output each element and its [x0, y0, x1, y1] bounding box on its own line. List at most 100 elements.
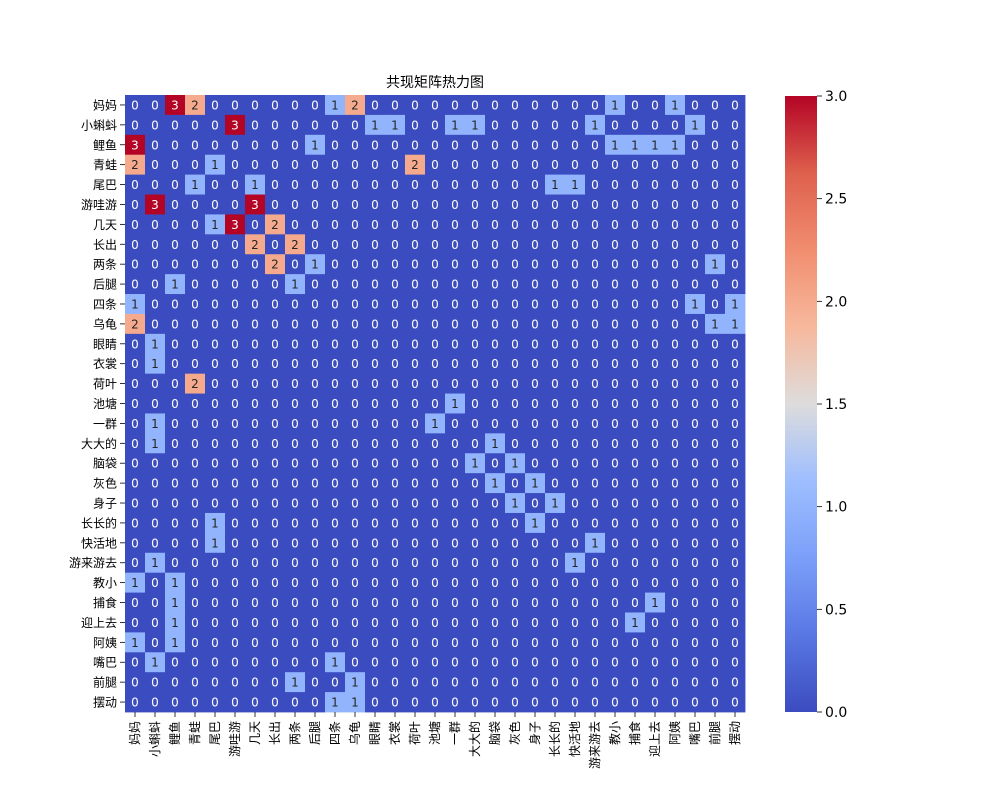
heatmap-cell — [445, 473, 466, 494]
cell-value-label: 0 — [591, 397, 599, 411]
cell-value-label: 0 — [151, 576, 159, 590]
heatmap-cell — [425, 373, 446, 394]
cell-value-label: 0 — [171, 437, 179, 451]
cell-value-label: 0 — [431, 258, 439, 272]
cell-value-label: 0 — [371, 457, 379, 471]
cell-value-label: 0 — [651, 457, 659, 471]
x-tick-label: 乌龟 — [347, 721, 362, 745]
cell-value-label: 0 — [391, 377, 399, 391]
heatmap-cell — [505, 313, 526, 335]
cell-value-label: 0 — [511, 317, 519, 331]
heatmap-cell — [525, 612, 546, 633]
cell-value-label: 0 — [711, 616, 719, 630]
cell-value-label: 0 — [311, 118, 319, 132]
heatmap-cell — [585, 692, 606, 713]
heatmap-cell — [665, 552, 686, 574]
heatmap-cell — [565, 413, 586, 434]
heatmap-cell — [205, 572, 226, 593]
cell-value-label: 0 — [351, 198, 359, 212]
heatmap-cell — [265, 453, 286, 474]
cell-value-label: 0 — [231, 138, 239, 152]
heatmap-cell — [645, 114, 666, 136]
heatmap-cell — [325, 612, 346, 633]
cell-value-label: 0 — [731, 218, 739, 232]
cell-value-label: 0 — [651, 98, 659, 112]
cell-value-label: 0 — [311, 178, 319, 192]
cell-value-label: 0 — [711, 497, 719, 511]
heatmap-cell — [125, 294, 146, 315]
cell-value-label: 0 — [451, 238, 459, 252]
heatmap-cell — [465, 95, 486, 116]
heatmap-cell — [145, 174, 166, 195]
cell-value-label: 0 — [711, 417, 719, 431]
cell-value-label: 0 — [571, 198, 579, 212]
heatmap-cell — [205, 234, 226, 255]
heatmap-cell — [145, 473, 166, 494]
heatmap-cell — [605, 294, 626, 315]
cell-value-label: 0 — [491, 576, 499, 590]
cell-value-label: 0 — [571, 258, 579, 272]
heatmap-cell — [525, 652, 546, 673]
cell-value-label: 0 — [671, 676, 679, 690]
cell-value-label: 0 — [291, 417, 299, 431]
cell-value-label: 0 — [531, 417, 539, 431]
cell-value-label: 0 — [571, 417, 579, 431]
cell-value-label: 0 — [311, 676, 319, 690]
cell-value-label: 1 — [131, 297, 139, 311]
cell-value-label: 0 — [191, 198, 199, 212]
heatmap-cell — [385, 473, 406, 494]
heatmap-cell — [665, 353, 686, 375]
heatmap-cell — [485, 114, 506, 136]
heatmap-cell — [185, 174, 206, 195]
cell-value-label: 0 — [371, 616, 379, 630]
cell-value-label: 0 — [411, 238, 419, 252]
heatmap-cell — [505, 333, 526, 355]
cell-value-label: 1 — [611, 138, 619, 152]
heatmap-cell — [725, 294, 746, 315]
heatmap-cell — [225, 174, 246, 195]
heatmap-cell — [465, 612, 486, 633]
heatmap-cell — [525, 552, 546, 574]
heatmap-cell — [325, 493, 346, 514]
heatmap-cell — [605, 652, 626, 673]
cell-value-label: 0 — [291, 696, 299, 710]
heatmap-cell — [565, 592, 586, 613]
cell-value-label: 0 — [611, 337, 619, 351]
heatmap-cell — [545, 373, 566, 394]
cell-value-label: 0 — [691, 138, 699, 152]
heatmap-cell — [525, 174, 546, 195]
heatmap-cell — [305, 333, 326, 355]
cell-value-label: 1 — [511, 457, 519, 471]
cell-value-label: 0 — [351, 297, 359, 311]
cell-value-label: 0 — [651, 397, 659, 411]
heatmap-cell — [685, 493, 706, 514]
heatmap-cell — [625, 114, 646, 136]
heatmap-cell — [565, 493, 586, 514]
heatmap-cell — [225, 333, 246, 355]
heatmap-cell — [185, 453, 206, 474]
cell-value-label: 0 — [451, 477, 459, 491]
cell-value-label: 0 — [551, 337, 559, 351]
cell-value-label: 2 — [351, 98, 359, 112]
cell-value-label: 1 — [731, 317, 739, 331]
heatmap-cell — [685, 592, 706, 613]
heatmap-cell — [525, 154, 546, 176]
heatmap-cell — [325, 313, 346, 335]
cell-value-label: 0 — [711, 696, 719, 710]
heatmap-cell — [185, 433, 206, 454]
cell-value-label: 0 — [591, 178, 599, 192]
cell-value-label: 0 — [631, 556, 639, 570]
heatmap-cell — [205, 294, 226, 315]
cell-value-label: 0 — [691, 198, 699, 212]
heatmap-cell — [445, 254, 466, 275]
cell-value-label: 0 — [391, 337, 399, 351]
heatmap-cell — [225, 413, 246, 434]
cell-value-label: 1 — [511, 497, 519, 511]
cell-value-label: 1 — [631, 616, 639, 630]
heatmap-cell — [465, 174, 486, 195]
heatmap-cell — [505, 652, 526, 673]
cell-value-label: 0 — [511, 616, 519, 630]
cell-value-label: 0 — [691, 397, 699, 411]
cell-value-label: 0 — [211, 258, 219, 272]
heatmap-cell — [205, 214, 226, 235]
